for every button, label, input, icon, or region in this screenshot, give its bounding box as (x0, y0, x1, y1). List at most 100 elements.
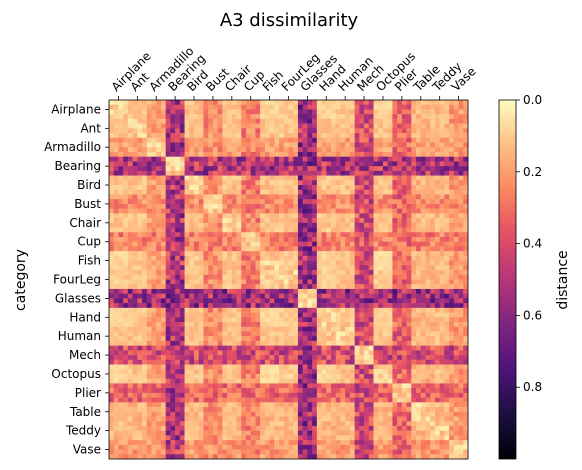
heatmap-cell (387, 222, 393, 228)
heatmap-cell (165, 303, 171, 309)
heatmap-cell (425, 383, 431, 389)
heatmap-cell (146, 265, 152, 271)
heatmap-cell (250, 331, 256, 337)
heatmap-cell (340, 161, 346, 167)
heatmap-cell (406, 199, 412, 205)
heatmap-cell (335, 350, 341, 356)
heatmap-cell (151, 104, 157, 110)
heatmap-cell (113, 156, 119, 162)
heatmap-cell (321, 123, 327, 129)
heatmap-cell (321, 213, 327, 219)
heatmap-cell (331, 355, 337, 361)
heatmap-cell (222, 208, 228, 214)
heatmap-cell (132, 279, 138, 285)
heatmap-cell (416, 151, 422, 157)
heatmap-cell (297, 369, 303, 375)
heatmap-cell (113, 151, 119, 157)
heatmap-cell (175, 284, 181, 290)
heatmap-cell (283, 246, 289, 252)
heatmap-cell (397, 185, 403, 191)
heatmap-cell (217, 251, 223, 257)
heatmap-cell (269, 359, 275, 365)
heatmap-cell (288, 331, 294, 337)
heatmap-cell (142, 147, 148, 153)
heatmap-cell (231, 345, 237, 351)
heatmap-cell (208, 208, 214, 214)
heatmap-cell (198, 392, 204, 398)
heatmap-cell (340, 373, 346, 379)
heatmap-cell (312, 151, 318, 157)
heatmap-cell (331, 317, 337, 323)
heatmap-cell (241, 128, 247, 134)
heatmap-cell (123, 369, 129, 375)
heatmap-cell (378, 317, 384, 323)
heatmap-cell (227, 336, 233, 342)
heatmap-cell (359, 194, 365, 200)
heatmap-cell (142, 114, 148, 120)
heatmap-cell (364, 317, 370, 323)
heatmap-cell (132, 194, 138, 200)
heatmap-cell (416, 303, 422, 309)
heatmap-cell (160, 123, 166, 129)
heatmap-cell (118, 369, 124, 375)
heatmap-cell (420, 274, 426, 280)
heatmap-cell (170, 218, 176, 224)
heatmap-cell (109, 383, 115, 389)
heatmap-cell (302, 156, 308, 162)
heatmap-cell (444, 133, 450, 139)
heatmap-cell (203, 392, 209, 398)
heatmap-cell (453, 222, 459, 228)
heatmap-cell (227, 142, 233, 148)
heatmap-cell (160, 336, 166, 342)
heatmap-cell (274, 270, 280, 276)
heatmap-cell (411, 236, 417, 243)
heatmap-cell (434, 336, 440, 342)
heatmap-cell (411, 246, 417, 252)
heatmap-cell (401, 288, 407, 294)
heatmap-cell (123, 246, 129, 252)
heatmap-cell (307, 166, 313, 172)
heatmap-cell (137, 246, 143, 252)
heatmap-cell (203, 246, 209, 252)
heatmap-cell (137, 322, 143, 328)
heatmap-cell (113, 265, 119, 271)
heatmap-cell (184, 355, 190, 361)
heatmap-cell (132, 303, 138, 309)
heatmap-cell (236, 137, 242, 143)
heatmap-cell (312, 137, 318, 143)
heatmap-cell (189, 166, 195, 172)
heatmap-cell (283, 166, 289, 172)
heatmap-cell (331, 241, 337, 247)
heatmap-cell (236, 185, 242, 191)
heatmap-cell (411, 227, 417, 233)
heatmap-cell (269, 236, 275, 243)
heatmap-cell (279, 222, 285, 228)
heatmap-cell (392, 307, 398, 313)
heatmap-cell (463, 369, 469, 375)
heatmap-cell (245, 100, 252, 106)
heatmap-cell (274, 170, 280, 176)
heatmap-cell (425, 284, 431, 290)
heatmap-cell (260, 388, 266, 394)
heatmap-cell (307, 199, 313, 205)
heatmap-cell (189, 416, 195, 422)
heatmap-cell (222, 246, 228, 252)
heatmap-cell (368, 388, 374, 394)
heatmap-cell (222, 199, 228, 205)
heatmap-cell (378, 180, 384, 186)
heatmap-cell (137, 279, 143, 285)
heatmap-cell (439, 293, 445, 299)
heatmap-cell (411, 137, 417, 143)
heatmap-cell (137, 265, 143, 271)
heatmap-cell (425, 218, 431, 224)
heatmap-cell (279, 364, 285, 370)
heatmap-cell (279, 369, 285, 375)
heatmap-cell (132, 288, 138, 294)
heatmap-cell (401, 104, 407, 110)
heatmap-cell (449, 322, 455, 328)
heatmap-cell (175, 218, 181, 224)
heatmap-cell (127, 147, 133, 153)
heatmap-cell (349, 340, 355, 346)
heatmap-cell (189, 265, 195, 271)
heatmap-cell (264, 208, 270, 214)
